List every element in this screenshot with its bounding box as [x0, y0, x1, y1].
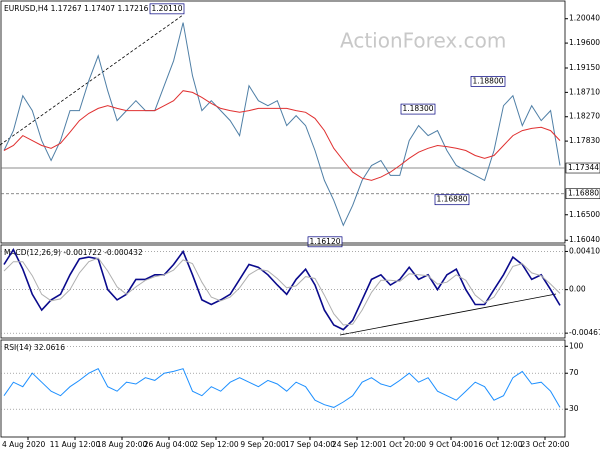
watermark: ActionForex.com: [340, 29, 506, 53]
x-tick-label: 16 Oct 12:00: [474, 440, 523, 449]
annotation-box: [434, 194, 470, 206]
y-tick-label: -0.004678: [569, 328, 600, 337]
x-tick-label: 2 Sep 12:00: [193, 440, 239, 449]
y-tick-label: 70: [569, 368, 579, 377]
y-tick-label: 1.17830: [569, 136, 600, 145]
panel-title: MACD(12,26,9) -0.001722 -0.000432: [4, 248, 143, 257]
annotation-label: 1.20110: [151, 4, 182, 13]
level-label: 1.16880: [568, 189, 599, 198]
annotation-box: [470, 76, 506, 87]
annotation-box: [400, 103, 436, 115]
x-tick-label: 18 Aug 20:00: [97, 440, 148, 449]
panel-title: RSI(14) 32.0616: [4, 343, 65, 352]
panel-title: EURUSD,H4 1.17267 1.17407 1.17216 1.1734…: [4, 4, 182, 13]
series-line: [3, 247, 561, 331]
y-tick-label: 1.16040: [569, 235, 600, 244]
annotation-box: [307, 236, 343, 248]
panel-frame: [0, 339, 566, 438]
y-tick-label: 1.19600: [569, 38, 600, 47]
annotation-label: 1.16120: [309, 237, 340, 246]
annotation-label: 1.16880: [436, 195, 467, 204]
trend-line: [339, 293, 557, 336]
y-tick-label: 0.00: [569, 285, 586, 294]
y-tick-label: 100: [569, 341, 584, 350]
y-tick-label: 1.16500: [569, 210, 600, 219]
x-tick-label: 17 Sep 04:00: [285, 440, 335, 449]
y-tick-label: 30: [569, 404, 579, 413]
panel-frame: [0, 244, 566, 339]
x-tick-label: 11 Aug 12:00: [50, 440, 101, 449]
x-tick-label: 1 Oct 20:00: [382, 440, 426, 449]
y-tick-label: 0.004108: [569, 246, 600, 255]
level-box: [565, 162, 600, 174]
y-tick-label: 1.18710: [569, 87, 600, 96]
y-tick-label: 1.20040: [569, 14, 600, 23]
x-tick-label: 26 Aug 04:00: [144, 440, 195, 449]
x-tick-label: 4 Aug 2020: [2, 440, 45, 449]
series-line: [3, 257, 561, 326]
y-tick-label: 1.19150: [569, 63, 600, 72]
level-label: 1.17344: [568, 163, 599, 172]
annotation-box: [149, 3, 185, 15]
annotation-label: 1.18300: [402, 104, 433, 113]
y-tick-label: 1.18270: [569, 112, 600, 121]
annotation-label: 1.18800: [472, 76, 503, 85]
series-line: [3, 22, 561, 227]
level-box: [565, 188, 600, 200]
series-line: [3, 368, 561, 408]
series-line: [3, 90, 561, 181]
trend-line: [0, 14, 184, 146]
panel-frame: [0, 0, 566, 244]
x-tick-label: 23 Oct 20:00: [521, 440, 570, 449]
x-tick-label: 9 Sep 20:00: [240, 440, 286, 449]
x-tick-label: 24 Sep 12:00: [332, 440, 382, 449]
x-tick-label: 9 Oct 04:00: [429, 440, 473, 449]
